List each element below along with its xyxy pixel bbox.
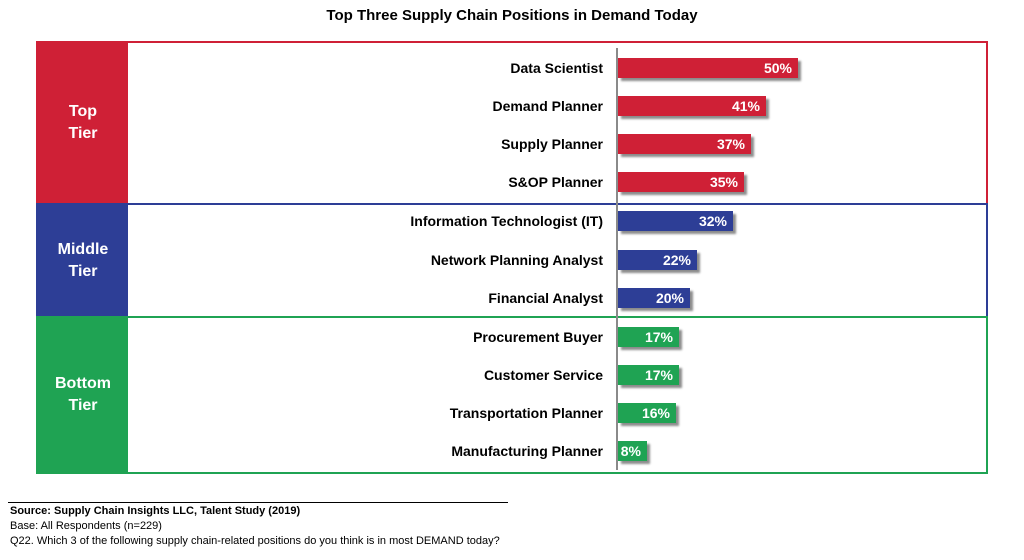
bottom-tier-label-line1: Bottom <box>55 375 111 392</box>
middle-tier-label: Middle Tier <box>38 205 128 316</box>
category-label: Manufacturing Planner <box>451 443 603 459</box>
middle-tier-label-line1: Middle <box>57 240 109 258</box>
base-note: Base: All Respondents (n=229) <box>10 520 162 532</box>
bar-value-label: 22% <box>662 252 691 268</box>
category-label: S&OP Planner <box>508 174 603 190</box>
bar: 8% <box>618 441 647 461</box>
bar: 17% <box>618 327 679 347</box>
footer-divider <box>8 502 508 503</box>
chart-title: Top Three Supply Chain Positions in Dema… <box>326 7 698 24</box>
bar: 17% <box>618 365 679 385</box>
category-label: Supply Planner <box>501 136 603 152</box>
bar: 41% <box>618 96 766 116</box>
bar: 50% <box>618 58 798 78</box>
bottom-tier-label: Bottom Tier <box>38 318 128 472</box>
category-label: Procurement Buyer <box>473 329 603 345</box>
category-label: Financial Analyst <box>488 290 603 306</box>
bar: 32% <box>618 211 733 231</box>
bottom-tier-panel: Bottom Tier <box>36 316 988 474</box>
bar-value-label: 8% <box>620 443 641 459</box>
bottom-tier-label-line2: Tier <box>68 397 98 414</box>
bar-value-label: 41% <box>731 98 760 114</box>
bar-value-label: 20% <box>655 290 684 306</box>
bar: 20% <box>618 288 690 308</box>
top-tier-label-line2: Tier <box>68 125 98 142</box>
category-label: Transportation Planner <box>449 405 603 421</box>
top-tier-label: Top Tier <box>38 43 128 203</box>
bar: 35% <box>618 172 744 192</box>
bar: 37% <box>618 134 751 154</box>
bar-value-label: 35% <box>709 174 738 190</box>
source-note: Source: Supply Chain Insights LLC, Talen… <box>10 505 301 517</box>
value-axis-line <box>616 48 618 470</box>
category-label: Data Scientist <box>510 60 603 76</box>
bar-value-label: 37% <box>716 136 745 152</box>
category-label: Demand Planner <box>492 98 603 114</box>
middle-tier-label-line2: Tier <box>68 262 98 280</box>
bar-value-label: 32% <box>698 213 727 229</box>
bar-value-label: 17% <box>644 367 673 383</box>
category-label: Information Technologist (IT) <box>410 213 603 229</box>
bar: 16% <box>618 403 676 423</box>
category-label: Network Planning Analyst <box>430 252 603 268</box>
category-label: Customer Service <box>483 367 603 383</box>
bar-value-label: 50% <box>763 60 792 76</box>
bar-value-label: 16% <box>641 405 670 421</box>
bar: 22% <box>618 250 697 270</box>
question-note: Q22. Which 3 of the following supply cha… <box>10 535 500 547</box>
top-tier-label-line1: Top <box>68 103 98 120</box>
bar-value-label: 17% <box>644 329 673 345</box>
